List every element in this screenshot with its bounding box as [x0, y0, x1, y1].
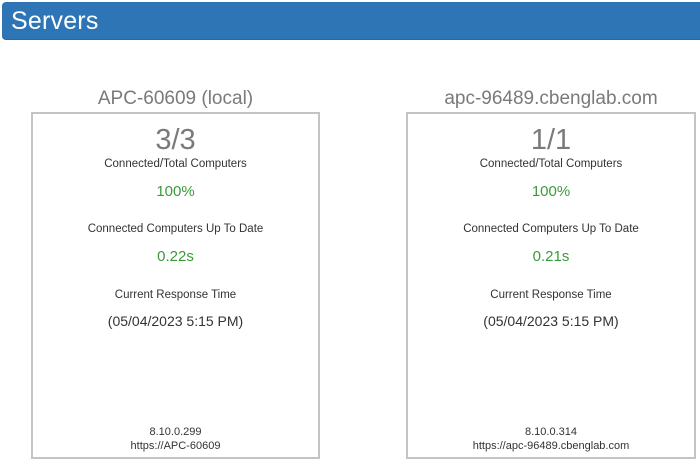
server-version: 8.10.0.299 [149, 426, 202, 438]
connected-total-count: 1/1 [530, 124, 572, 156]
connected-total-count: 3/3 [155, 124, 196, 156]
server-card[interactable]: 1/1 Connected/Total Computers 100% Conne… [406, 112, 696, 459]
page-title: Servers [11, 7, 99, 35]
connected-total-label: Connected/Total Computers [104, 158, 247, 170]
server-url: https://apc-96489.cbenglab.com [472, 440, 630, 452]
up-to-date-percent: 100% [156, 183, 195, 200]
server-name: APC-60609 (local) [97, 88, 254, 109]
response-timestamp: (05/04/2023 5:15 PM) [483, 313, 619, 329]
server-name: apc-96489.cbenglab.com [444, 88, 658, 109]
servers-header-bar: Servers [2, 2, 700, 40]
up-to-date-percent: 100% [531, 183, 571, 200]
server-card[interactable]: 3/3 Connected/Total Computers 100% Conne… [31, 112, 320, 459]
up-to-date-label: Connected Computers Up To Date [87, 223, 264, 235]
response-timestamp: (05/04/2023 5:15 PM) [107, 313, 244, 329]
server-url: https://APC-60609 [130, 440, 221, 452]
connected-total-label: Connected/Total Computers [479, 158, 623, 170]
up-to-date-label: Connected Computers Up To Date [463, 223, 639, 235]
response-time-value: 0.21s [532, 248, 570, 265]
response-time-value: 0.22s [157, 248, 194, 265]
response-time-label: Current Response Time [490, 289, 612, 301]
response-time-label: Current Response Time [114, 289, 237, 301]
server-version: 8.10.0.314 [525, 426, 577, 438]
